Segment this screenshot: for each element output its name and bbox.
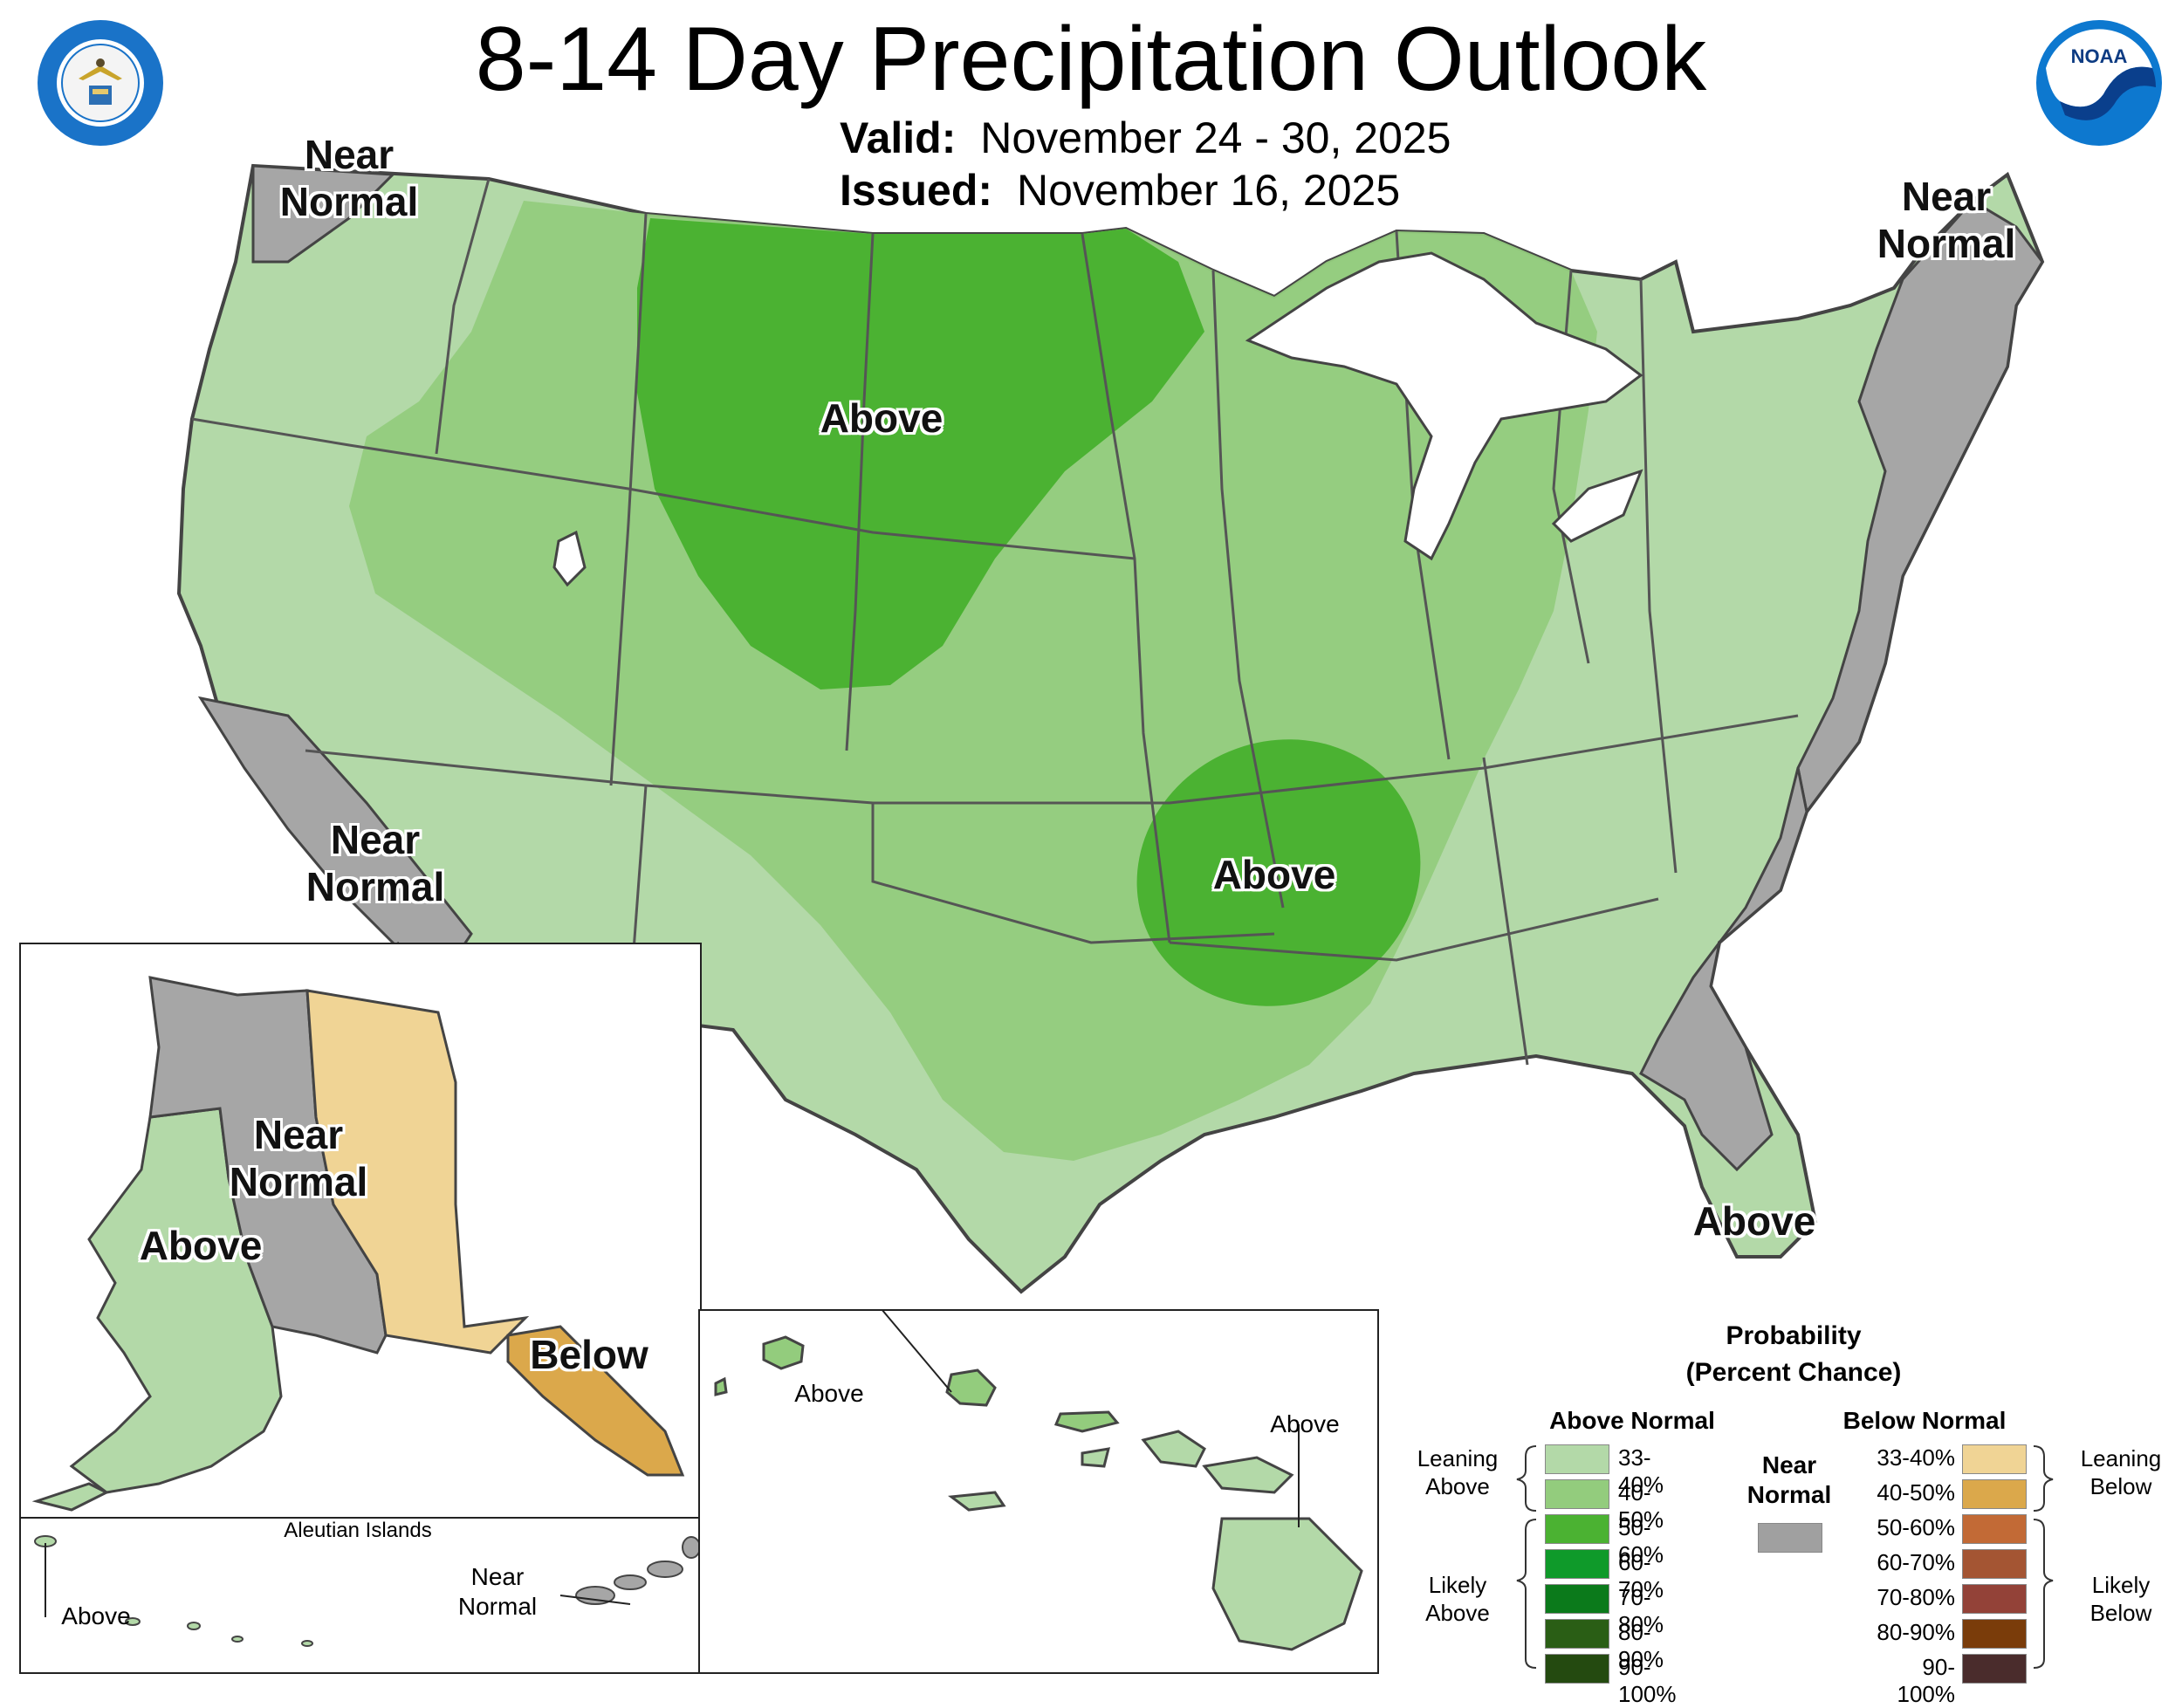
label-hawaii-west: Above [794,1380,864,1407]
legend-leaning-above-line1: Leaning [1417,1445,1499,1471]
label-california-line1: Near [330,817,421,862]
legend-above-swatch [1545,1444,1609,1474]
legend-leaning-above: Leaning Above [1405,1444,1510,1500]
legend-below-range: 33-40% [1877,1444,1955,1471]
legend-below-header: Below Normal [1842,1407,2007,1434]
noaa-logo-icon: NOAA [2036,20,2162,146]
label-alaska-central-line2: Normal [229,1159,368,1204]
aleutians-map [34,1535,698,1647]
legend-near-swatch [1758,1523,1822,1553]
label-northeast-line1: Near [1901,174,1992,219]
label-alaska-west: Above [139,1223,263,1268]
legend-above-range: 33-40% [1618,1444,1664,1498]
label-aleutians-east: Near Normal [436,1562,559,1622]
legend-below-range: 80-90% [1877,1619,1955,1645]
legend-likely-below: Likely Below [2069,1571,2173,1627]
legend-below-swatch [1962,1654,2027,1684]
legend-above-range: 60-70% [1618,1549,1664,1602]
legend-near-line1: Near [1761,1451,1817,1478]
legend-likely-above-line2: Above [1425,1600,1490,1626]
legend-above-swatch [1545,1479,1609,1509]
noaa-logo-text: NOAA [2071,45,2128,67]
label-california: Near Normal [288,816,463,910]
legend-below-range: 90-100% [1897,1654,1956,1707]
legend-below-range: 40-50% [1877,1479,1955,1506]
aleutians-title: Aleutian Islands [284,1519,432,1542]
legend-below-swatch [1962,1619,2027,1649]
great-lakes [1245,251,1643,561]
label-aleutians-east-line2: Normal [457,1593,538,1620]
legend-leaning-above-line2: Above [1425,1473,1490,1499]
label-arkansas-above: Above [1212,852,1336,897]
legend-below-range: 60-70% [1877,1549,1955,1575]
label-northwest: Near Normal [271,131,428,225]
label-plains-above: Above [820,395,943,441]
label-alaska-central-line1: Near [253,1112,344,1157]
department-of-commerce-seal-icon [38,20,163,146]
label-florida-above: Above [1692,1198,1816,1244]
legend-below-swatch [1962,1549,2027,1579]
legend-above-swatch [1545,1514,1609,1544]
valid-dates: November 24 - 30, 2025 [980,113,1451,162]
label-alaska-central: Near Normal [202,1111,395,1205]
alaska-map [31,976,685,1512]
legend-below-swatch [1962,1584,2027,1614]
legend-leaning-below-line1: Leaning [2080,1445,2162,1471]
legend-above-header: Above Normal [1549,1407,1715,1434]
legend-above-range: 50-60% [1618,1514,1664,1567]
label-hawaii-east: Above [1270,1410,1340,1437]
valid-line: Valid: November 24 - 30, 2025 [840,112,1451,164]
legend-below-range: 50-60% [1877,1514,1955,1540]
legend-above-range: 70-80% [1618,1584,1664,1637]
label-alaska-southeast: Below [530,1332,648,1377]
legend-below-range: 70-80% [1877,1584,1955,1610]
map-title: 8-14 Day Precipitation Outlook [475,9,1707,110]
label-northeast-line2: Normal [1877,221,2016,266]
label-aleutians-west: Above [61,1602,131,1629]
label-aleutians-east-line1: Near [470,1563,525,1590]
label-northwest-line1: Near [304,132,395,177]
legend-near-header: Near Normal [1737,1451,1842,1510]
legend-above-swatch [1545,1619,1609,1649]
legend-near-line2: Normal [1746,1481,1832,1508]
conus-near-southeast-region [1639,767,1808,1172]
legend-below-swatch [1962,1479,2027,1509]
legend-above-swatch [1545,1584,1609,1614]
legend-above-range: 90-100% [1618,1654,1677,1707]
label-northeast: Near Normal [1859,173,2034,267]
alaska-below-40-region [506,1325,685,1477]
legend-title-line2: (Percent Chance) [1685,1358,1902,1387]
state-boundaries [191,178,1799,1066]
issued-line: Issued: November 16, 2025 [840,164,1400,216]
legend-above-swatch [1545,1654,1609,1684]
legend-leaning-below: Leaning Below [2069,1444,2173,1500]
legend-title-line1: Probability [1726,1321,1862,1350]
issued-label: Issued: [840,166,993,215]
legend-title: Probability (Percent Chance) [1641,1318,1946,1391]
issued-date: November 16, 2025 [1016,166,1401,215]
legend-above-brace-icon [1516,1445,1537,1669]
label-northwest-line2: Normal [279,179,419,224]
legend-likely-above: Likely Above [1405,1571,1510,1627]
legend-above-swatch [1545,1549,1609,1579]
conus-near-northeast-region [1796,199,2044,815]
legend-below-swatch [1962,1444,2027,1474]
great-salt-lake [552,530,587,587]
legend-above-range: 80-90% [1618,1619,1664,1672]
legend-likely-below-line2: Below [2089,1600,2152,1626]
legend-below-swatch [1962,1514,2027,1544]
legend-above-range: 40-50% [1618,1479,1664,1533]
legend-likely-below-line1: Likely [2091,1572,2151,1598]
conus-above-50-plains-region [637,218,1204,689]
legend-leaning-below-line2: Below [2089,1473,2152,1499]
legend-below-brace-icon [2033,1445,2054,1669]
hawaii-map [714,1309,1363,1651]
label-california-line2: Normal [305,864,445,909]
conus-above-50-arkansas-region [1136,739,1421,1006]
conus-near-northwest-region [251,164,396,264]
legend-likely-above-line1: Likely [1428,1572,1487,1598]
valid-label: Valid: [840,113,957,162]
